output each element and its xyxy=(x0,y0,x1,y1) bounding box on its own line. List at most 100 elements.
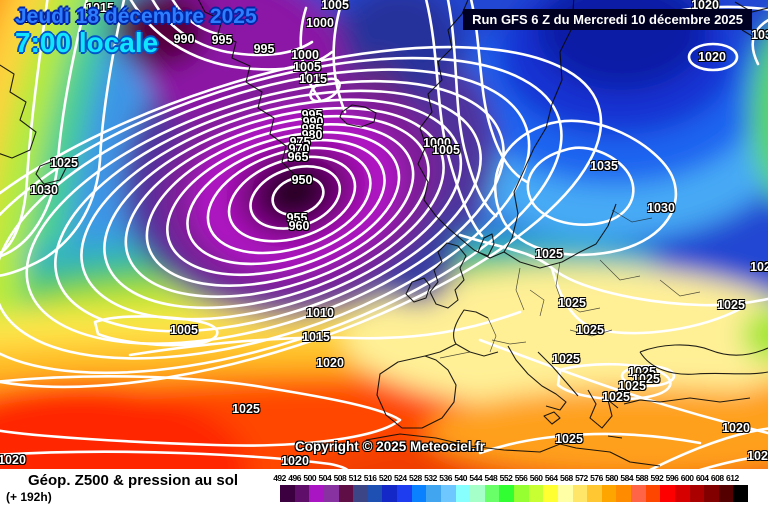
pressure-label: 1020 xyxy=(747,448,768,463)
valid-time-text: 7:00 locale xyxy=(15,27,159,58)
legend-swatch xyxy=(280,485,295,502)
legend-value: 612 xyxy=(726,473,739,483)
legend-value: 588 xyxy=(635,473,649,483)
pressure-label: 1020 xyxy=(722,420,750,435)
legend-swatch xyxy=(440,485,456,502)
legend-value: 512 xyxy=(348,473,362,483)
legend-value: 496 xyxy=(288,473,301,483)
pressure-label: 950 xyxy=(291,172,313,187)
legend-value: 600 xyxy=(680,473,694,483)
legend-swatch xyxy=(733,485,748,502)
pressure-label: 990 xyxy=(173,31,195,46)
pressure-label: 980 xyxy=(301,127,323,142)
legend-value: 528 xyxy=(409,473,422,483)
legend-value: 548 xyxy=(484,473,498,483)
legend-swatch xyxy=(572,485,588,502)
pressure-label: 1010 xyxy=(306,305,334,320)
copyright-text: Copyright © 2025 Meteociel.fr xyxy=(295,439,485,454)
pressure-label: 965 xyxy=(287,149,309,164)
legend-swatch xyxy=(309,485,324,502)
legend-value: 492 xyxy=(273,473,286,483)
pressure-label: 995 xyxy=(211,32,233,47)
pressure-label: 1030 xyxy=(30,182,58,197)
legend-value: 556 xyxy=(514,473,528,483)
pressure-label: 995 xyxy=(301,107,323,122)
legend-swatch xyxy=(718,485,734,502)
pressure-label: 1000 xyxy=(306,15,334,30)
legend-value: 596 xyxy=(665,473,679,483)
pressure-label: 1010 xyxy=(23,10,51,25)
pressure-label: 955 xyxy=(286,210,308,225)
valid-date-text: Jeudi 18 décembre 2025 xyxy=(15,5,257,28)
legend-swatch xyxy=(601,485,617,502)
legend-value: 564 xyxy=(544,473,558,483)
geopotential-pressure-field xyxy=(0,0,768,469)
legend-value: 568 xyxy=(559,473,573,483)
legend-value: 520 xyxy=(378,473,392,483)
legend-swatch xyxy=(557,485,573,502)
legend-swatch xyxy=(353,485,368,502)
legend-swatch xyxy=(587,485,602,502)
legend-swatch xyxy=(689,485,705,502)
chart-title: Géop. Z500 & pression au sol xyxy=(28,472,239,489)
legend-value: 584 xyxy=(620,473,634,483)
pressure-label: 1025 xyxy=(618,378,646,393)
pressure-label: 1025 xyxy=(535,246,563,261)
legend-value: 560 xyxy=(529,473,543,483)
pressure-label: 1000 xyxy=(291,47,319,62)
legend-value: 592 xyxy=(650,473,664,483)
pressure-label: 1020 xyxy=(281,453,309,468)
legend-value: 516 xyxy=(363,473,377,483)
weather-map: 1015 1010 990 995 995 1005 1000 1000 1005 1015 995… xyxy=(0,0,768,469)
legend-swatch xyxy=(382,485,397,502)
pressure-label: 960 xyxy=(288,218,310,233)
pressure-label: 1000 xyxy=(423,135,451,150)
legend-swatch xyxy=(528,485,544,502)
pressure-label: 990 xyxy=(302,114,324,129)
legend-swatch xyxy=(499,485,514,502)
legend-swatch xyxy=(704,485,719,502)
legend-value: 544 xyxy=(469,473,483,483)
legend-value: 576 xyxy=(590,473,603,483)
pressure-label: 1005 xyxy=(293,59,321,74)
legend-swatch xyxy=(514,485,529,502)
pressure-label: 1025 xyxy=(628,364,656,379)
legend-value: 524 xyxy=(393,473,407,483)
pressure-label: 1025 xyxy=(558,295,586,310)
legend-swatch xyxy=(338,485,354,502)
legend-swatch xyxy=(294,485,310,502)
legend-swatch xyxy=(455,485,471,502)
pressure-label: 1020 xyxy=(698,49,726,64)
country-borders xyxy=(439,209,701,359)
legend-value: 500 xyxy=(303,473,317,483)
pressure-label: 1025 xyxy=(632,371,660,386)
pressure-label: 1020 xyxy=(691,0,719,12)
pressure-label: 1020 xyxy=(316,355,344,370)
pressure-label: 1025 xyxy=(717,297,745,312)
legend-swatch xyxy=(397,485,412,502)
legend-value: 504 xyxy=(318,473,332,483)
legend-value: 572 xyxy=(575,473,588,483)
model-run-info-bar: Run GFS 6 Z du Mercredi 10 décembre 2025 xyxy=(463,9,752,30)
pressure-label: 1025 xyxy=(576,322,604,337)
legend-swatch xyxy=(674,485,690,502)
legend-value: 540 xyxy=(454,473,468,483)
legend-swatches xyxy=(280,485,748,502)
legend-swatch xyxy=(645,485,661,502)
pressure-label: 1020 xyxy=(0,452,26,467)
pressure-label: 1005 xyxy=(321,0,349,12)
pressure-label: 1015 xyxy=(302,329,330,344)
pressure-label: 1025 xyxy=(232,401,260,416)
pressure-label: 1030 xyxy=(751,27,768,42)
pressure-label: 1025 xyxy=(552,351,580,366)
legend-value: 608 xyxy=(710,473,724,483)
legend-swatch xyxy=(543,485,558,502)
isobar-contours xyxy=(0,0,768,469)
legend-labels: 492 496 500 504 508 512 516 520 524 528 532 536 540 5… xyxy=(272,473,740,483)
pressure-label: 985 xyxy=(301,121,323,136)
legend-swatch xyxy=(367,485,383,502)
legend-band: Géop. Z500 & pression au sol (+ 192h) 49… xyxy=(0,469,768,512)
legend-swatch xyxy=(470,485,485,502)
legend-swatch xyxy=(631,485,646,502)
